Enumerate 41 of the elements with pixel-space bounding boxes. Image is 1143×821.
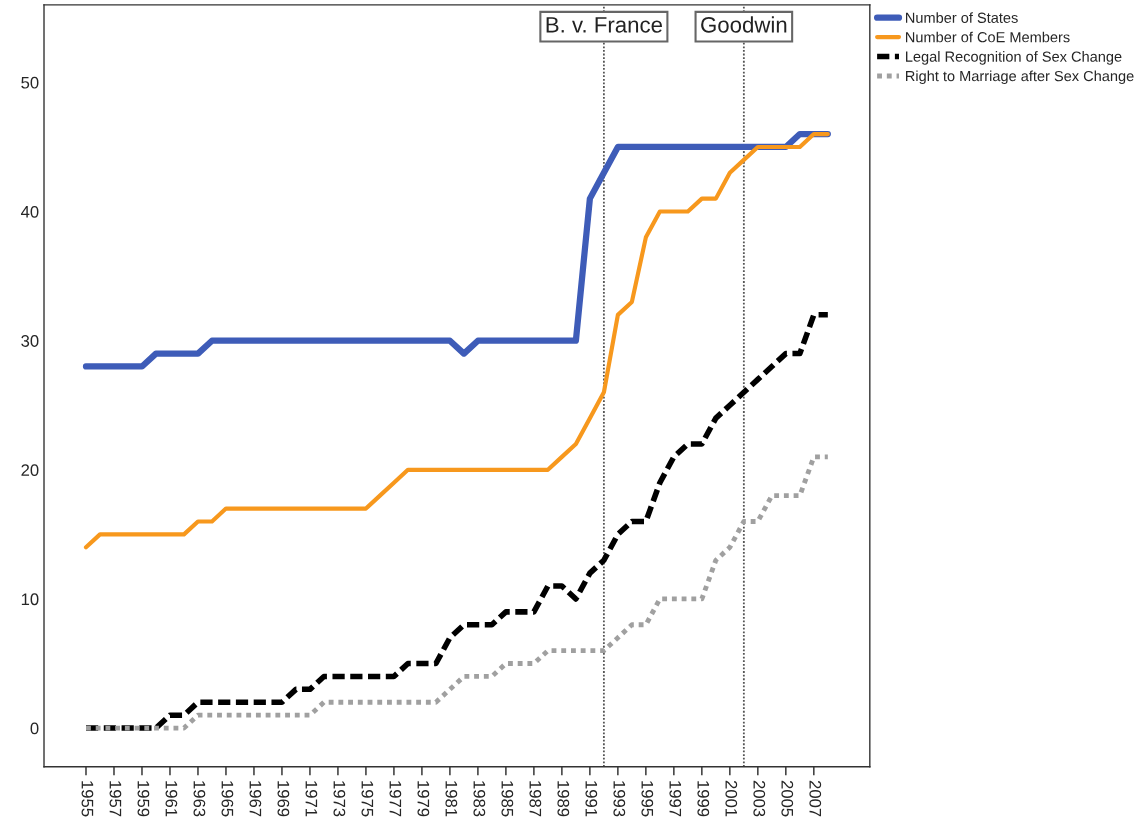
x-tick-label: 1969 bbox=[277, 781, 290, 817]
x-tick-label: 1985 bbox=[501, 781, 514, 817]
x-tick-label: 1973 bbox=[333, 781, 346, 817]
y-tick-label: 20 bbox=[21, 464, 39, 477]
x-tick-label: 1957 bbox=[109, 781, 122, 817]
ref-line-label: B. v. France bbox=[546, 17, 662, 33]
y-tick-label: 0 bbox=[30, 722, 39, 735]
x-tick-label: 1955 bbox=[81, 781, 94, 817]
y-tick-label: 30 bbox=[21, 335, 39, 347]
x-tick-label: 1987 bbox=[529, 781, 542, 817]
x-tick-label: 2007 bbox=[809, 780, 822, 817]
x-tick-label: 1977 bbox=[389, 781, 402, 817]
y-tick-label: 40 bbox=[20, 205, 39, 218]
line-series bbox=[83, 454, 831, 731]
x-tick-label: 1961 bbox=[165, 781, 178, 817]
x-tick-label: 1993 bbox=[613, 781, 626, 817]
line-series bbox=[83, 131, 830, 550]
ref-line-label: Goodwin bbox=[701, 16, 787, 33]
legend-label: Right to Marriage after Sex Change bbox=[906, 70, 1134, 85]
x-tick-label: 1959 bbox=[137, 781, 150, 817]
x-tick-label: 1965 bbox=[221, 781, 234, 817]
x-tick-label: 1963 bbox=[193, 781, 206, 817]
x-tick-label: 1979 bbox=[417, 781, 430, 817]
x-tick-label: 1971 bbox=[305, 781, 318, 817]
x-tick-label: 1999 bbox=[697, 781, 710, 817]
y-tick-label: 50 bbox=[21, 76, 39, 89]
x-tick-label: 1989 bbox=[557, 781, 570, 817]
x-tick-label: 1983 bbox=[473, 781, 486, 817]
x-tick-label: 2005 bbox=[781, 780, 794, 817]
x-tick-label: 1991 bbox=[585, 781, 598, 817]
x-tick-label: 1997 bbox=[669, 781, 682, 817]
x-tick-label: 1981 bbox=[445, 781, 458, 817]
y-tick-label: 10 bbox=[21, 593, 39, 606]
legend-label: Legal Recognition of Sex Change bbox=[906, 51, 1122, 65]
legend-label: Number of CoE Members bbox=[906, 31, 1070, 43]
x-tick-label: 1995 bbox=[641, 781, 654, 817]
x-tick-label: 1975 bbox=[361, 781, 374, 817]
x-tick-label: 2001 bbox=[725, 780, 738, 817]
legend-label: Number of States bbox=[906, 12, 1018, 23]
x-tick-label: 2003 bbox=[753, 780, 766, 817]
x-tick-label: 1967 bbox=[249, 781, 262, 817]
